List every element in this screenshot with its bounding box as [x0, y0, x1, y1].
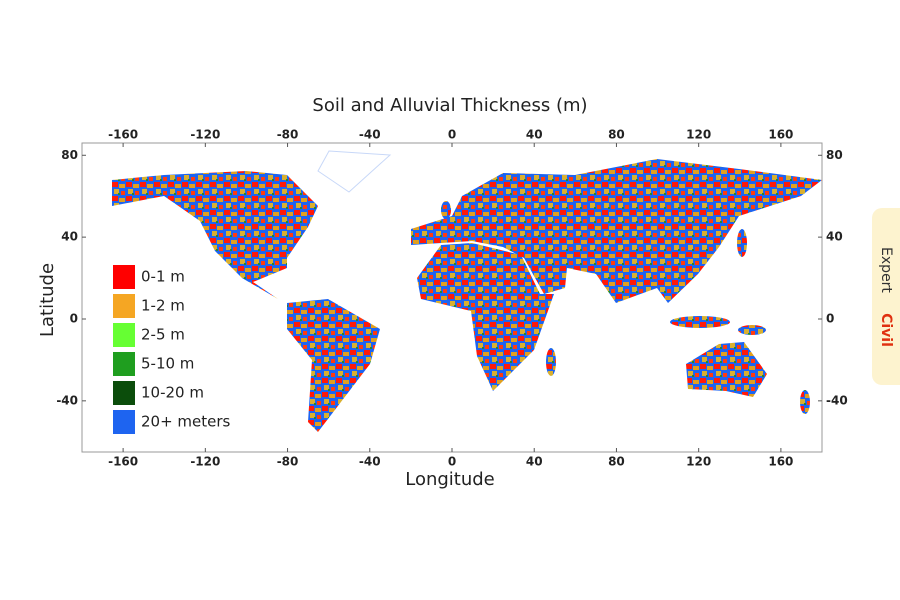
legend-label: 10-20 m: [141, 384, 204, 402]
y-tick-label: 40: [61, 230, 78, 244]
legend-label: 20+ meters: [141, 413, 231, 431]
watermark-badge: [872, 208, 900, 385]
x-tick-label: 80: [608, 128, 625, 142]
x-tick-label: 160: [768, 128, 793, 142]
japan: [737, 229, 747, 257]
south-america: [287, 299, 380, 432]
indonesia: [670, 316, 730, 328]
y-tick-label: 80: [61, 148, 78, 162]
axes-legend: -160 -160 -120 -120 -80 -80 -40 -40 0 0 40 40 80 80 12…: [56, 128, 847, 469]
new-zealand: [800, 390, 810, 414]
land: [112, 150, 822, 432]
x-tick-label: 0: [448, 455, 456, 469]
x-axis-label: Longitude: [405, 469, 495, 490]
legend-swatch: [113, 265, 135, 289]
legend-label: 2-5 m: [141, 326, 185, 344]
x-tick-label: 0: [448, 128, 456, 142]
x-tick-label: -120: [190, 455, 220, 469]
legend-swatch: [113, 410, 135, 434]
x-tick-label: 120: [686, 128, 711, 142]
x-tick-label: -80: [277, 128, 299, 142]
x-tick-label: -160: [108, 455, 138, 469]
legend-swatch: [113, 323, 135, 347]
uk: [441, 201, 451, 219]
x-tick-label: 40: [526, 455, 543, 469]
x-tick-label: 80: [608, 455, 625, 469]
legend-swatch: [113, 294, 135, 318]
x-tick-label: 120: [686, 455, 711, 469]
new-guinea: [738, 325, 766, 335]
legend-swatch: [113, 381, 135, 405]
legend-label: 0-1 m: [141, 268, 185, 286]
eurasia: [411, 159, 822, 303]
y-tick-label: 0: [826, 311, 834, 325]
map-title: Soil and Alluvial Thickness (m): [312, 95, 587, 116]
y-tick-label: 0: [70, 311, 78, 325]
y-tick-label: -40: [826, 393, 848, 407]
greenland: [317, 150, 392, 193]
x-tick-label: -160: [108, 128, 138, 142]
australia: [686, 342, 767, 397]
x-tick-label: -40: [359, 128, 381, 142]
africa: [417, 243, 554, 391]
y-tick-label: 40: [826, 230, 843, 244]
y-tick-label: -40: [56, 393, 78, 407]
y-tick-label: 80: [826, 148, 843, 162]
x-tick-label: -40: [359, 455, 381, 469]
legend-swatch: [113, 352, 135, 376]
legend-label: 1-2 m: [141, 297, 185, 315]
x-tick-label: -80: [277, 455, 299, 469]
legend-label: 5-10 m: [141, 355, 194, 373]
madagascar: [546, 348, 556, 376]
x-tick-label: 40: [526, 128, 543, 142]
x-tick-label: 160: [768, 455, 793, 469]
x-tick-label: -120: [190, 128, 220, 142]
y-axis-label: Latitude: [37, 263, 58, 337]
watermark-text: Civil: [878, 313, 894, 347]
north-america: [112, 171, 318, 299]
watermark-text: Expert: [878, 247, 894, 293]
